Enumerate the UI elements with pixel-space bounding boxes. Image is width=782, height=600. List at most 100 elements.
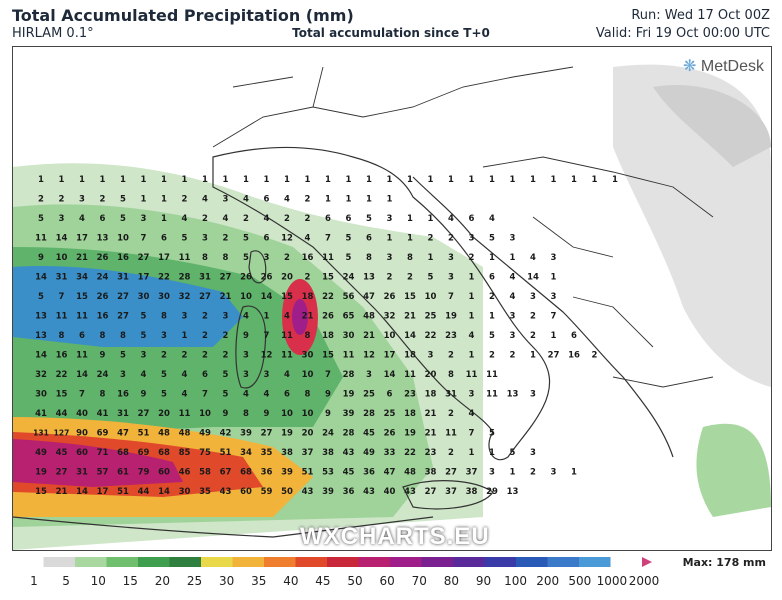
precip-value: 27 [138, 409, 150, 419]
precip-value: 2 [305, 195, 311, 205]
precip-value: 14 [261, 292, 273, 302]
precip-value: 25 [425, 312, 437, 322]
precip-value: 40 [76, 409, 88, 419]
precip-value: 23 [425, 448, 437, 458]
precip-value: 6 [264, 234, 270, 244]
precip-value: 10 [302, 370, 314, 380]
precip-value: 8 [202, 253, 208, 263]
precip-value: 3 [489, 468, 495, 478]
precip-value: 1 [161, 175, 167, 185]
precip-value: 49 [199, 429, 211, 439]
precip-value: 11 [322, 253, 334, 263]
precip-value: 1 [448, 175, 454, 185]
precip-value: 14 [404, 331, 416, 341]
precip-value: 3 [141, 214, 147, 224]
legend-swatch [610, 557, 643, 567]
precip-value: 1 [530, 351, 536, 361]
legend-tick: 70 [411, 574, 427, 588]
legend-swatch [106, 557, 139, 567]
precip-value: 17 [384, 351, 396, 361]
rain-field-blue-west [13, 266, 243, 347]
valid-time: Valid: Fri 19 Oct 00:00 UTC [595, 26, 770, 41]
precip-value: 30 [35, 390, 47, 400]
legend-arrow-icon [642, 557, 652, 567]
precip-value: 13 [363, 273, 375, 283]
precip-value: 21 [302, 312, 314, 322]
precip-value: 37 [302, 448, 314, 458]
precip-value: 39 [322, 487, 334, 497]
precip-value: 12 [363, 351, 375, 361]
precip-value: 11 [56, 312, 68, 322]
precip-value: 15 [322, 351, 334, 361]
precip-value: 31 [117, 273, 129, 283]
precip-value: 6 [202, 370, 208, 380]
precip-value: 9 [264, 409, 270, 419]
precip-value: 24 [343, 273, 355, 283]
precip-value: 7 [325, 370, 331, 380]
precip-value: 8 [305, 331, 311, 341]
precip-value: 4 [530, 253, 536, 263]
precip-value: 2 [182, 351, 188, 361]
precip-value: 8 [100, 331, 106, 341]
precip-value: 27 [117, 312, 129, 322]
precip-value: 5 [141, 331, 147, 341]
precip-value: 5 [120, 195, 126, 205]
precip-value: 2 [182, 195, 188, 205]
precip-value: 7 [264, 331, 270, 341]
precip-value: 39 [240, 429, 252, 439]
legend-swatch [43, 557, 76, 567]
precip-value: 5 [120, 214, 126, 224]
precip-value: 43 [404, 487, 416, 497]
precip-value: 6 [346, 214, 352, 224]
precip-value: 3 [510, 312, 516, 322]
precip-value: 2 [407, 273, 413, 283]
precip-value: 11 [281, 331, 293, 341]
precip-value: 1 [510, 175, 516, 185]
precip-value: 36 [363, 468, 375, 478]
precip-value: 2 [284, 214, 290, 224]
rain-field-greece [696, 423, 771, 517]
precip-value: 7 [448, 292, 454, 302]
precip-value: 7 [141, 234, 147, 244]
precip-value: 3 [448, 253, 454, 263]
precip-value: 1 [264, 175, 270, 185]
rain-cell-core [292, 299, 308, 335]
precip-value: 3 [530, 390, 536, 400]
precip-value: 5 [346, 253, 352, 263]
precip-value: 14 [384, 370, 396, 380]
precip-value: 5 [223, 390, 229, 400]
legend-tick: 30 [218, 574, 235, 588]
precip-value: 18 [425, 390, 437, 400]
legend-swatch [484, 557, 517, 567]
precip-value: 60 [76, 448, 88, 458]
precip-value: 1 [510, 253, 516, 263]
precip-value: 26 [322, 312, 334, 322]
precip-value: 18 [322, 331, 334, 341]
precip-value: 13 [35, 312, 47, 322]
precip-value: 5 [38, 292, 44, 302]
precip-value: 2 [202, 351, 208, 361]
precip-value: 2 [448, 234, 454, 244]
italy-outline [212, 146, 551, 461]
precip-value: 2 [284, 253, 290, 263]
legend-swatch [421, 557, 454, 567]
legend-tick: 25 [186, 574, 203, 588]
legend-tick: 5 [62, 574, 70, 588]
precip-value: 27 [220, 273, 232, 283]
precip-value: 2 [592, 351, 598, 361]
precip-value: 1 [182, 175, 188, 185]
precip-value: 5 [161, 370, 167, 380]
precip-value: 14 [76, 370, 88, 380]
precip-value: 4 [243, 312, 249, 322]
precip-value: 2 [530, 468, 536, 478]
precip-value: 37 [466, 468, 478, 478]
precip-value: 39 [281, 468, 293, 478]
precip-value: 1 [161, 214, 167, 224]
precip-value: 21 [220, 292, 232, 302]
precip-value: 2 [448, 351, 454, 361]
precip-value: 1 [407, 175, 413, 185]
precip-value: 22 [322, 292, 334, 302]
precip-value: 3 [202, 234, 208, 244]
precip-value: 49 [35, 448, 47, 458]
precip-value: 15 [281, 292, 293, 302]
